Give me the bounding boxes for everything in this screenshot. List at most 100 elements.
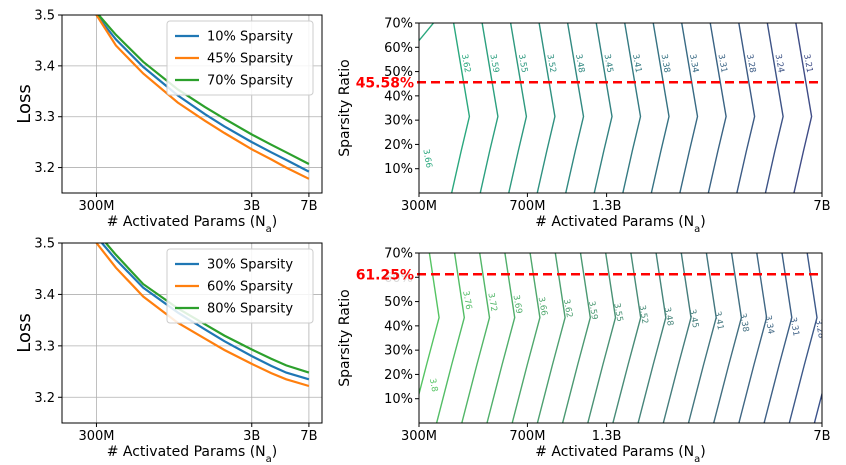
contour-line xyxy=(622,23,642,193)
contour-label: 3.28 xyxy=(744,53,757,73)
contour-label: 3.45 xyxy=(687,308,700,328)
line-chart-panel-top-left: 300M 3B 7B 3.2 3.3 3.4 3.5 # Activated Params (… xyxy=(14,9,323,235)
contour-label: 3.76 xyxy=(460,290,473,310)
contour-line xyxy=(612,253,642,423)
y-tick-label: 70% xyxy=(384,17,413,32)
contour-line xyxy=(511,253,541,423)
contour-line xyxy=(650,23,670,193)
y-tick-label: 20% xyxy=(384,138,413,153)
contour-line xyxy=(587,253,617,423)
y-tick-label: 3.4 xyxy=(34,59,55,74)
axes-frame xyxy=(61,242,323,424)
y-tick-label: 40% xyxy=(384,319,413,334)
legend-entry: 60% Sparsity xyxy=(207,280,293,295)
series-line-30-sparsity xyxy=(101,243,310,381)
contour-line xyxy=(736,23,756,193)
contour-line xyxy=(479,23,499,193)
contour-line xyxy=(763,253,793,423)
contour-line xyxy=(536,253,566,423)
series-line-45-sparsity xyxy=(95,15,310,180)
axes-frame xyxy=(418,22,823,194)
contour-label: 3.72 xyxy=(485,292,498,312)
contour-line xyxy=(687,253,717,423)
contour-line xyxy=(637,253,667,423)
contour-label: 3.24 xyxy=(773,53,786,73)
contour-line xyxy=(662,253,692,423)
x-tick-label: 300M xyxy=(401,199,437,214)
y-tick-label: 70% xyxy=(384,247,413,262)
x-axis-label: # Activated Params (Na) xyxy=(107,444,278,465)
x-tick-label: 7B xyxy=(300,429,317,444)
contour-label: 3.34 xyxy=(762,315,775,335)
contour-label: 3.52 xyxy=(637,304,650,324)
contour-label: 3.52 xyxy=(544,53,557,73)
contour-label: 3.48 xyxy=(662,306,675,326)
x-tick-label: 300M xyxy=(78,429,114,444)
y-tick-label: 3.5 xyxy=(34,237,55,252)
y-tick-label: 50% xyxy=(384,295,413,310)
contour-label: 3.62 xyxy=(459,53,472,73)
contour-line xyxy=(788,253,818,423)
contour-label: 3.21 xyxy=(801,53,814,73)
contour-line xyxy=(565,23,585,193)
contour-label: 3.55 xyxy=(516,53,529,73)
series-line-70-sparsity xyxy=(97,15,310,165)
contour-line xyxy=(419,23,435,42)
contour-chart-panel-bottom-right: 3.76 3.72 3.69 3.66 3.62 3.59 3.55 3.52 3.48 3.45… xyxy=(337,247,846,465)
axes-frame xyxy=(61,14,323,194)
contour-line xyxy=(450,23,471,193)
contour-line xyxy=(461,253,491,423)
contour-line xyxy=(536,23,556,193)
contour-label: 3.59 xyxy=(586,300,599,320)
contour-label: 3.28 xyxy=(813,319,826,339)
legend-box xyxy=(166,248,314,324)
y-tick-label: 60% xyxy=(384,41,413,56)
contour-label: 3.31 xyxy=(788,317,801,337)
x-tick-label: 3B xyxy=(243,429,260,444)
contour-line xyxy=(821,191,822,193)
legend-entry: 30% Sparsity xyxy=(207,258,293,273)
series-line-80-sparsity xyxy=(105,243,310,374)
x-tick-label: 1.3B xyxy=(592,199,622,214)
series-line-60-sparsity xyxy=(95,243,310,388)
contour-label: 3.48 xyxy=(573,53,586,73)
x-tick-label: 7B xyxy=(813,199,830,214)
contour-line xyxy=(712,253,743,423)
contour-lines: 3.76 3.72 3.69 3.66 3.62 3.59 3.55 3.52 3.48 3.45… xyxy=(419,253,846,423)
contour-label: 3.45 xyxy=(602,53,615,73)
contour-label: 3.62 xyxy=(561,298,574,318)
contour-line xyxy=(707,23,727,193)
contour-label: 3.66 xyxy=(536,296,549,316)
x-tick-label: 300M xyxy=(78,199,114,214)
contour-line xyxy=(486,253,516,423)
y-tick-label: 40% xyxy=(384,89,413,104)
contour-label: 3.24 xyxy=(838,321,846,341)
contour-line xyxy=(738,253,768,423)
y-tick-label: 3.2 xyxy=(34,391,55,406)
contour-label: 3.31 xyxy=(716,53,729,73)
y-tick-label: 3.5 xyxy=(34,9,55,24)
contour-label: 3.8 xyxy=(427,378,439,393)
y-tick-label: 20% xyxy=(384,368,413,383)
x-tick-label: 3B xyxy=(243,199,260,214)
y-axis-label: Sparsity Ratio xyxy=(337,59,353,156)
legend-entry: 45% Sparsity xyxy=(207,52,293,67)
contour-line xyxy=(435,253,466,423)
y-tick-label: 3.3 xyxy=(34,339,55,354)
contour-label: 3.34 xyxy=(687,53,700,73)
line-chart-panel-bottom-left: 300M 3B 7B 3.2 3.3 3.4 3.5 # Activated Params (… xyxy=(14,237,323,465)
contour-label: 3.69 xyxy=(511,294,524,314)
legend-entry: 70% Sparsity xyxy=(207,74,293,89)
legend-entry: 80% Sparsity xyxy=(207,302,293,317)
y-axis-label: Loss xyxy=(14,84,35,123)
contour-line xyxy=(419,253,440,397)
y-tick-label: 3.3 xyxy=(34,110,55,125)
y-axis-label: Loss xyxy=(14,313,35,352)
x-tick-label: 700M xyxy=(509,429,545,444)
axes-frame xyxy=(418,252,823,424)
optimal-sparsity-label: 45.58% xyxy=(356,75,414,91)
legend-box xyxy=(166,20,314,96)
contour-line xyxy=(561,253,592,423)
x-tick-label: 7B xyxy=(813,429,830,444)
